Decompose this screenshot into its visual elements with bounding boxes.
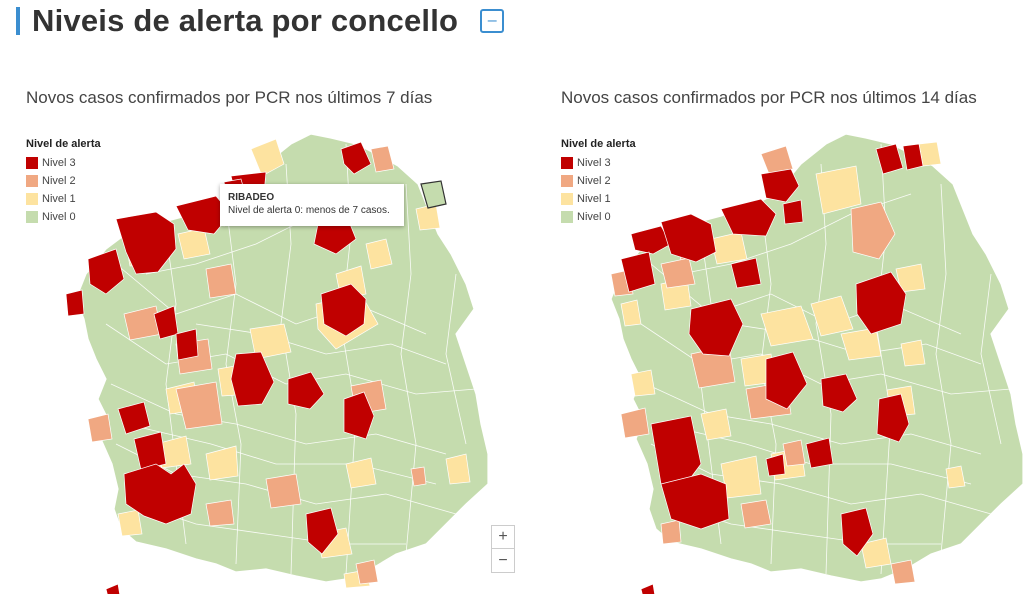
legend-label: Nivel 3 [577, 157, 611, 169]
legend-item-nivel-1: Nivel 1 [561, 190, 636, 208]
galicia-map-14-days[interactable] [561, 124, 1024, 594]
legend-swatch [26, 157, 38, 169]
municipality-tooltip: RIBADEO Nivel de alerta 0: menos de 7 ca… [220, 184, 404, 226]
map-panel-7-days: Novos casos confirmados por PCR nos últi… [26, 88, 516, 598]
legend-item-nivel-1: Nivel 1 [26, 190, 101, 208]
tooltip-title: RIBADEO [228, 192, 275, 203]
legend-swatch [26, 175, 38, 187]
legend-item-nivel-3: Nivel 3 [26, 154, 101, 172]
title-accent-bar [16, 7, 20, 35]
legend-item-nivel-0: Nivel 0 [26, 208, 101, 226]
map-subtitle: Novos casos confirmados por PCR nos últi… [561, 88, 977, 107]
collapse-button[interactable]: – [480, 9, 505, 33]
legend-swatch [26, 193, 38, 205]
legend-label: Nivel 1 [577, 193, 611, 205]
zoom-in-button[interactable]: + [491, 525, 515, 549]
legend: Nivel de alerta Nivel 3 Nivel 2 Nivel 1 … [561, 138, 636, 226]
legend: Nivel de alerta Nivel 3 Nivel 2 Nivel 1 … [26, 138, 101, 226]
zoom-out-button[interactable]: − [491, 549, 515, 573]
nivel-2-municipalities [87, 145, 427, 585]
tooltip-text: Nivel de alerta 0: menos de 7 casos. [228, 205, 390, 216]
legend-swatch [561, 211, 573, 223]
map-panel-14-days: Novos casos confirmados por PCR nos últi… [561, 88, 1024, 598]
legend-label: Nivel 0 [42, 211, 76, 223]
map-subtitle: Novos casos confirmados por PCR nos últi… [26, 88, 433, 107]
legend-item-nivel-3: Nivel 3 [561, 154, 636, 172]
legend-label: Nivel 2 [42, 175, 76, 187]
legend-swatch [561, 193, 573, 205]
legend-swatch [561, 157, 573, 169]
header: Niveis de alerta por concello – [16, 0, 505, 42]
legend-label: Nivel 3 [42, 157, 76, 169]
minus-icon: – [487, 12, 497, 29]
legend-swatch [26, 211, 38, 223]
legend-item-nivel-2: Nivel 2 [561, 172, 636, 190]
legend-label: Nivel 0 [577, 211, 611, 223]
legend-title: Nivel de alerta [26, 138, 101, 150]
legend-swatch [561, 175, 573, 187]
galicia-map-7-days[interactable] [26, 124, 496, 594]
legend-item-nivel-0: Nivel 0 [561, 208, 636, 226]
nivel-3-municipalities [620, 143, 924, 594]
legend-label: Nivel 1 [42, 193, 76, 205]
page-title: Niveis de alerta por concello [32, 3, 459, 38]
ribadeo-highlight[interactable] [420, 180, 447, 209]
zoom-controls: + − [491, 525, 515, 573]
legend-title: Nivel de alerta [561, 138, 636, 150]
legend-item-nivel-2: Nivel 2 [26, 172, 101, 190]
legend-label: Nivel 2 [577, 175, 611, 187]
